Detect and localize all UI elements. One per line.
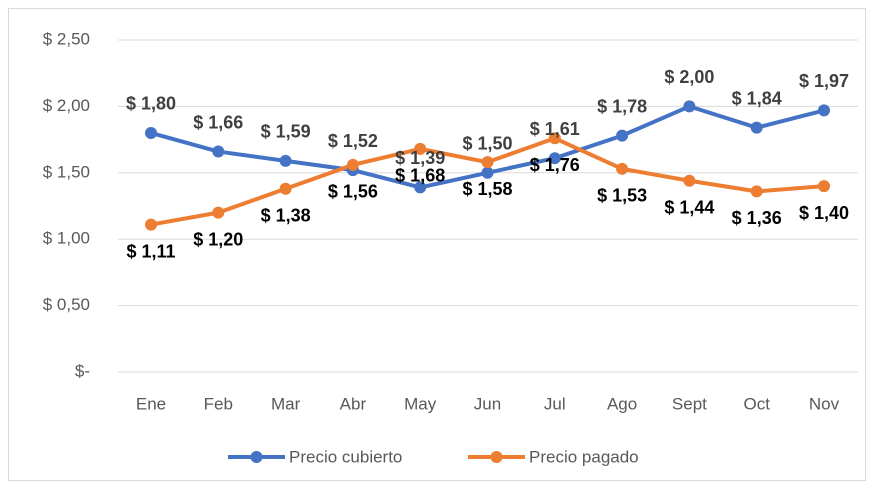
data-label: $ 1,78	[597, 96, 647, 116]
y-tick-label: $-	[75, 361, 90, 380]
data-label: $ 1,44	[664, 198, 714, 218]
x-tick-label: Sept	[672, 394, 707, 413]
y-tick-label: $ 1,00	[43, 229, 90, 248]
marker	[818, 180, 830, 193]
marker	[212, 145, 225, 158]
y-tick-label: $ 0,50	[43, 295, 90, 314]
data-label: $ 1,53	[597, 186, 647, 206]
marker	[750, 121, 763, 134]
marker	[145, 218, 157, 231]
marker	[481, 166, 494, 179]
x-tick-label: Feb	[204, 394, 233, 413]
x-tick-label: May	[404, 394, 437, 413]
data-label: $ 1,11	[126, 241, 175, 261]
marker	[616, 129, 629, 142]
x-tick-label: Ago	[607, 394, 637, 413]
data-label: $ 1,40	[799, 203, 849, 223]
data-label: $ 1,59	[261, 122, 311, 142]
data-label: $ 1,50	[462, 134, 512, 154]
y-tick-label: $ 1,50	[43, 162, 90, 181]
marker	[346, 158, 359, 171]
x-tick-label: Oct	[743, 394, 770, 413]
data-label: $ 1,58	[462, 179, 512, 199]
chart-border	[8, 8, 866, 481]
marker	[616, 162, 629, 175]
data-label: $ 1,61	[530, 119, 580, 139]
data-label: $ 2,00	[664, 67, 714, 87]
data-label: $ 1,36	[732, 208, 782, 228]
marker	[279, 154, 292, 167]
marker	[212, 206, 225, 219]
marker	[683, 174, 696, 187]
data-label: $ 1,76	[530, 155, 580, 175]
marker	[683, 100, 696, 113]
x-tick-label: Mar	[271, 394, 301, 413]
data-label: $ 1,52	[328, 131, 378, 151]
data-label: $ 1,68	[395, 166, 445, 186]
data-label: $ 1,97	[799, 71, 849, 91]
marker	[145, 126, 157, 139]
x-tick-label: Ene	[136, 394, 166, 413]
x-tick-label: Jun	[474, 394, 501, 413]
x-tick-label: Abr	[340, 394, 367, 413]
data-label: $ 1,38	[261, 205, 311, 225]
marker	[481, 156, 494, 169]
marker	[414, 142, 427, 155]
x-tick-label: Jul	[544, 394, 566, 413]
legend-marker	[250, 451, 263, 463]
marker	[750, 185, 763, 198]
marker	[548, 152, 561, 165]
legend-label: Precio cubierto	[289, 447, 402, 466]
y-tick-label: $ 2,00	[43, 96, 90, 115]
data-label: $ 1,39	[395, 148, 445, 168]
marker	[414, 181, 427, 194]
data-label: $ 1,56	[328, 182, 378, 202]
data-label: $ 1,20	[193, 229, 243, 249]
y-tick-label: $ 2,50	[43, 29, 90, 48]
legend-marker	[490, 451, 503, 463]
data-label: $ 1,80	[126, 94, 176, 114]
data-label: $ 1,66	[193, 112, 243, 132]
data-label: $ 1,84	[732, 88, 782, 108]
marker	[818, 104, 830, 117]
x-tick-label: Nov	[809, 394, 840, 413]
marker	[279, 182, 292, 195]
legend-label: Precio pagado	[529, 447, 639, 466]
marker	[548, 132, 561, 145]
